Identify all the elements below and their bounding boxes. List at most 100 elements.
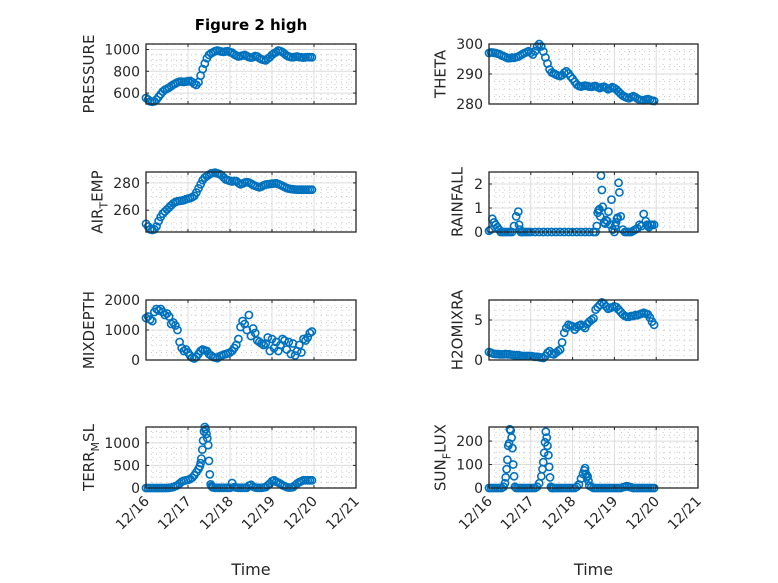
data-series <box>141 422 317 493</box>
data-point <box>583 471 592 481</box>
y-tick-label: 0 <box>131 481 140 497</box>
data-point <box>580 463 590 473</box>
data-point <box>250 328 260 338</box>
y-axis-label: PRESSURE <box>80 35 98 114</box>
x-tick-label: 12/18 <box>540 494 580 534</box>
y-axis-label-rest: EMP <box>89 170 107 201</box>
data-point <box>589 313 598 323</box>
data-point <box>614 178 623 188</box>
y-axis-label-main: TERR <box>80 451 98 492</box>
data-point <box>611 217 621 227</box>
data-point <box>205 469 215 479</box>
x-tick-label: 12/21 <box>323 494 363 534</box>
data-point <box>502 464 511 474</box>
y-tick-label: 1 <box>474 201 483 217</box>
y-tick-label: 500 <box>113 458 140 474</box>
data-point <box>173 325 182 335</box>
data-point <box>152 222 161 231</box>
minor-grid <box>489 171 698 232</box>
y-tick-label: 290 <box>456 67 483 83</box>
x-tick-label: 12/16 <box>113 493 153 533</box>
subplot-mixdepth: 0 1000 2000 MIXDEPTH <box>80 291 357 369</box>
x-tick-label: 12/19 <box>239 494 279 534</box>
x-tick-label: 12/21 <box>665 494 705 534</box>
y-axis-label-subscript: F <box>441 453 454 459</box>
data-point <box>202 429 211 439</box>
x-tick-label: 12/17 <box>155 494 195 534</box>
data-point <box>587 315 596 325</box>
y-axis-label-main: SUN <box>432 459 450 491</box>
y-axis-label-rest: SL <box>80 423 98 442</box>
data-point <box>592 221 602 231</box>
x-tick-label: 12/16 <box>456 493 496 533</box>
data-point <box>615 187 624 197</box>
data-series <box>141 46 317 107</box>
data-point <box>601 301 611 311</box>
data-point <box>501 472 511 482</box>
y-tick-label: 0 <box>474 481 483 497</box>
y-tick-label: 200 <box>456 434 483 450</box>
data-point <box>598 202 608 212</box>
data-point <box>248 324 258 333</box>
subplot-h2omixra: 0 5 H2OMIXRA <box>449 289 699 370</box>
data-point <box>597 185 607 195</box>
data-point <box>307 52 317 62</box>
y-tick-label: 2 <box>474 177 483 193</box>
y-tick-label: 1000 <box>104 42 140 58</box>
data-point <box>508 443 517 453</box>
data-point <box>513 207 523 216</box>
subplot-rainfall: 0 1 2 RAINFALL <box>449 166 699 241</box>
minor-grid <box>146 427 356 488</box>
y-axis-label: TERRMSL <box>80 423 102 492</box>
data-point <box>530 46 540 56</box>
data-point <box>616 211 626 221</box>
data-point <box>147 316 157 326</box>
data-point <box>557 337 567 347</box>
data-point <box>296 348 306 357</box>
data-point <box>197 445 207 454</box>
y-tick-label: 1000 <box>104 436 140 452</box>
data-point <box>201 424 210 434</box>
data-point <box>649 320 659 330</box>
data-point <box>203 440 213 450</box>
axes-box <box>145 171 357 233</box>
y-axis-label-main: AIR <box>89 209 107 234</box>
data-point <box>572 482 582 492</box>
data-point <box>307 327 317 336</box>
y-axis-label: AIRTEMP <box>89 170 111 233</box>
data-point <box>538 353 548 363</box>
data-point <box>507 433 516 442</box>
y-tick-label: 600 <box>113 86 140 102</box>
data-point <box>542 433 552 442</box>
y-tick-label: 5 <box>474 313 483 329</box>
major-grid <box>489 300 698 360</box>
y-tick-label: 100 <box>456 458 483 474</box>
data-series <box>484 297 659 363</box>
major-grid <box>489 427 698 488</box>
x-tick-label: 12/17 <box>498 494 538 534</box>
data-point <box>196 458 205 468</box>
data-point <box>545 472 555 482</box>
data-point <box>508 460 518 469</box>
y-tick-label: 260 <box>113 203 140 219</box>
data-point <box>544 462 554 472</box>
data-point <box>164 312 174 321</box>
data-point <box>263 333 273 342</box>
y-tick-label: 0 <box>474 225 483 241</box>
data-point <box>566 72 575 81</box>
data-point <box>541 427 551 437</box>
data-series <box>484 39 659 106</box>
data-point <box>532 42 542 51</box>
data-point <box>649 220 659 230</box>
y-tick-label: 280 <box>456 97 483 113</box>
data-point <box>543 441 552 451</box>
x-tick-label: 12/20 <box>623 494 663 534</box>
data-point <box>280 336 289 345</box>
subplot-theta: 280 290 300 THETA <box>432 37 699 113</box>
data-point <box>307 185 317 195</box>
axes-box <box>488 426 699 489</box>
data-point <box>187 473 197 482</box>
data-point <box>244 310 254 320</box>
x-tick-label: 12/20 <box>281 494 321 534</box>
